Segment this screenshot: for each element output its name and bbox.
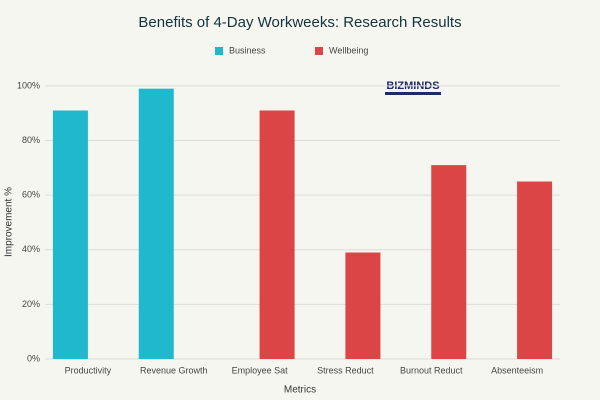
legend-swatch	[215, 47, 223, 55]
y-tick-label: 40%	[22, 244, 40, 254]
y-tick-label: 60%	[22, 190, 40, 200]
y-tick-label: 20%	[22, 299, 40, 309]
x-tick-label: Absenteeism	[491, 365, 543, 375]
x-tick-label: Productivity	[65, 365, 112, 375]
bar	[345, 252, 381, 359]
chart-title: Benefits of 4-Day Workweeks: Research Re…	[138, 14, 461, 31]
bar	[431, 165, 467, 359]
bar	[517, 181, 553, 359]
x-tick-label: Burnout Reduct	[400, 365, 463, 375]
x-tick-label: Revenue Growth	[140, 365, 208, 375]
watermark-bar	[385, 92, 441, 95]
y-tick-label: 0%	[27, 353, 40, 363]
legend-label: Business	[229, 45, 266, 55]
x-tick-label: Employee Sat	[232, 365, 289, 375]
x-tick-label: Stress Reduct	[317, 365, 374, 375]
y-tick-label: 80%	[22, 135, 40, 145]
legend-label: Wellbeing	[329, 45, 368, 55]
bar	[259, 110, 295, 359]
y-tick-label: 100%	[17, 80, 40, 90]
bar	[138, 88, 174, 360]
x-axis-title: Metrics	[284, 385, 316, 396]
legend-swatch	[315, 47, 323, 55]
y-axis-title: Improvement %	[4, 187, 15, 257]
bar	[52, 110, 88, 359]
